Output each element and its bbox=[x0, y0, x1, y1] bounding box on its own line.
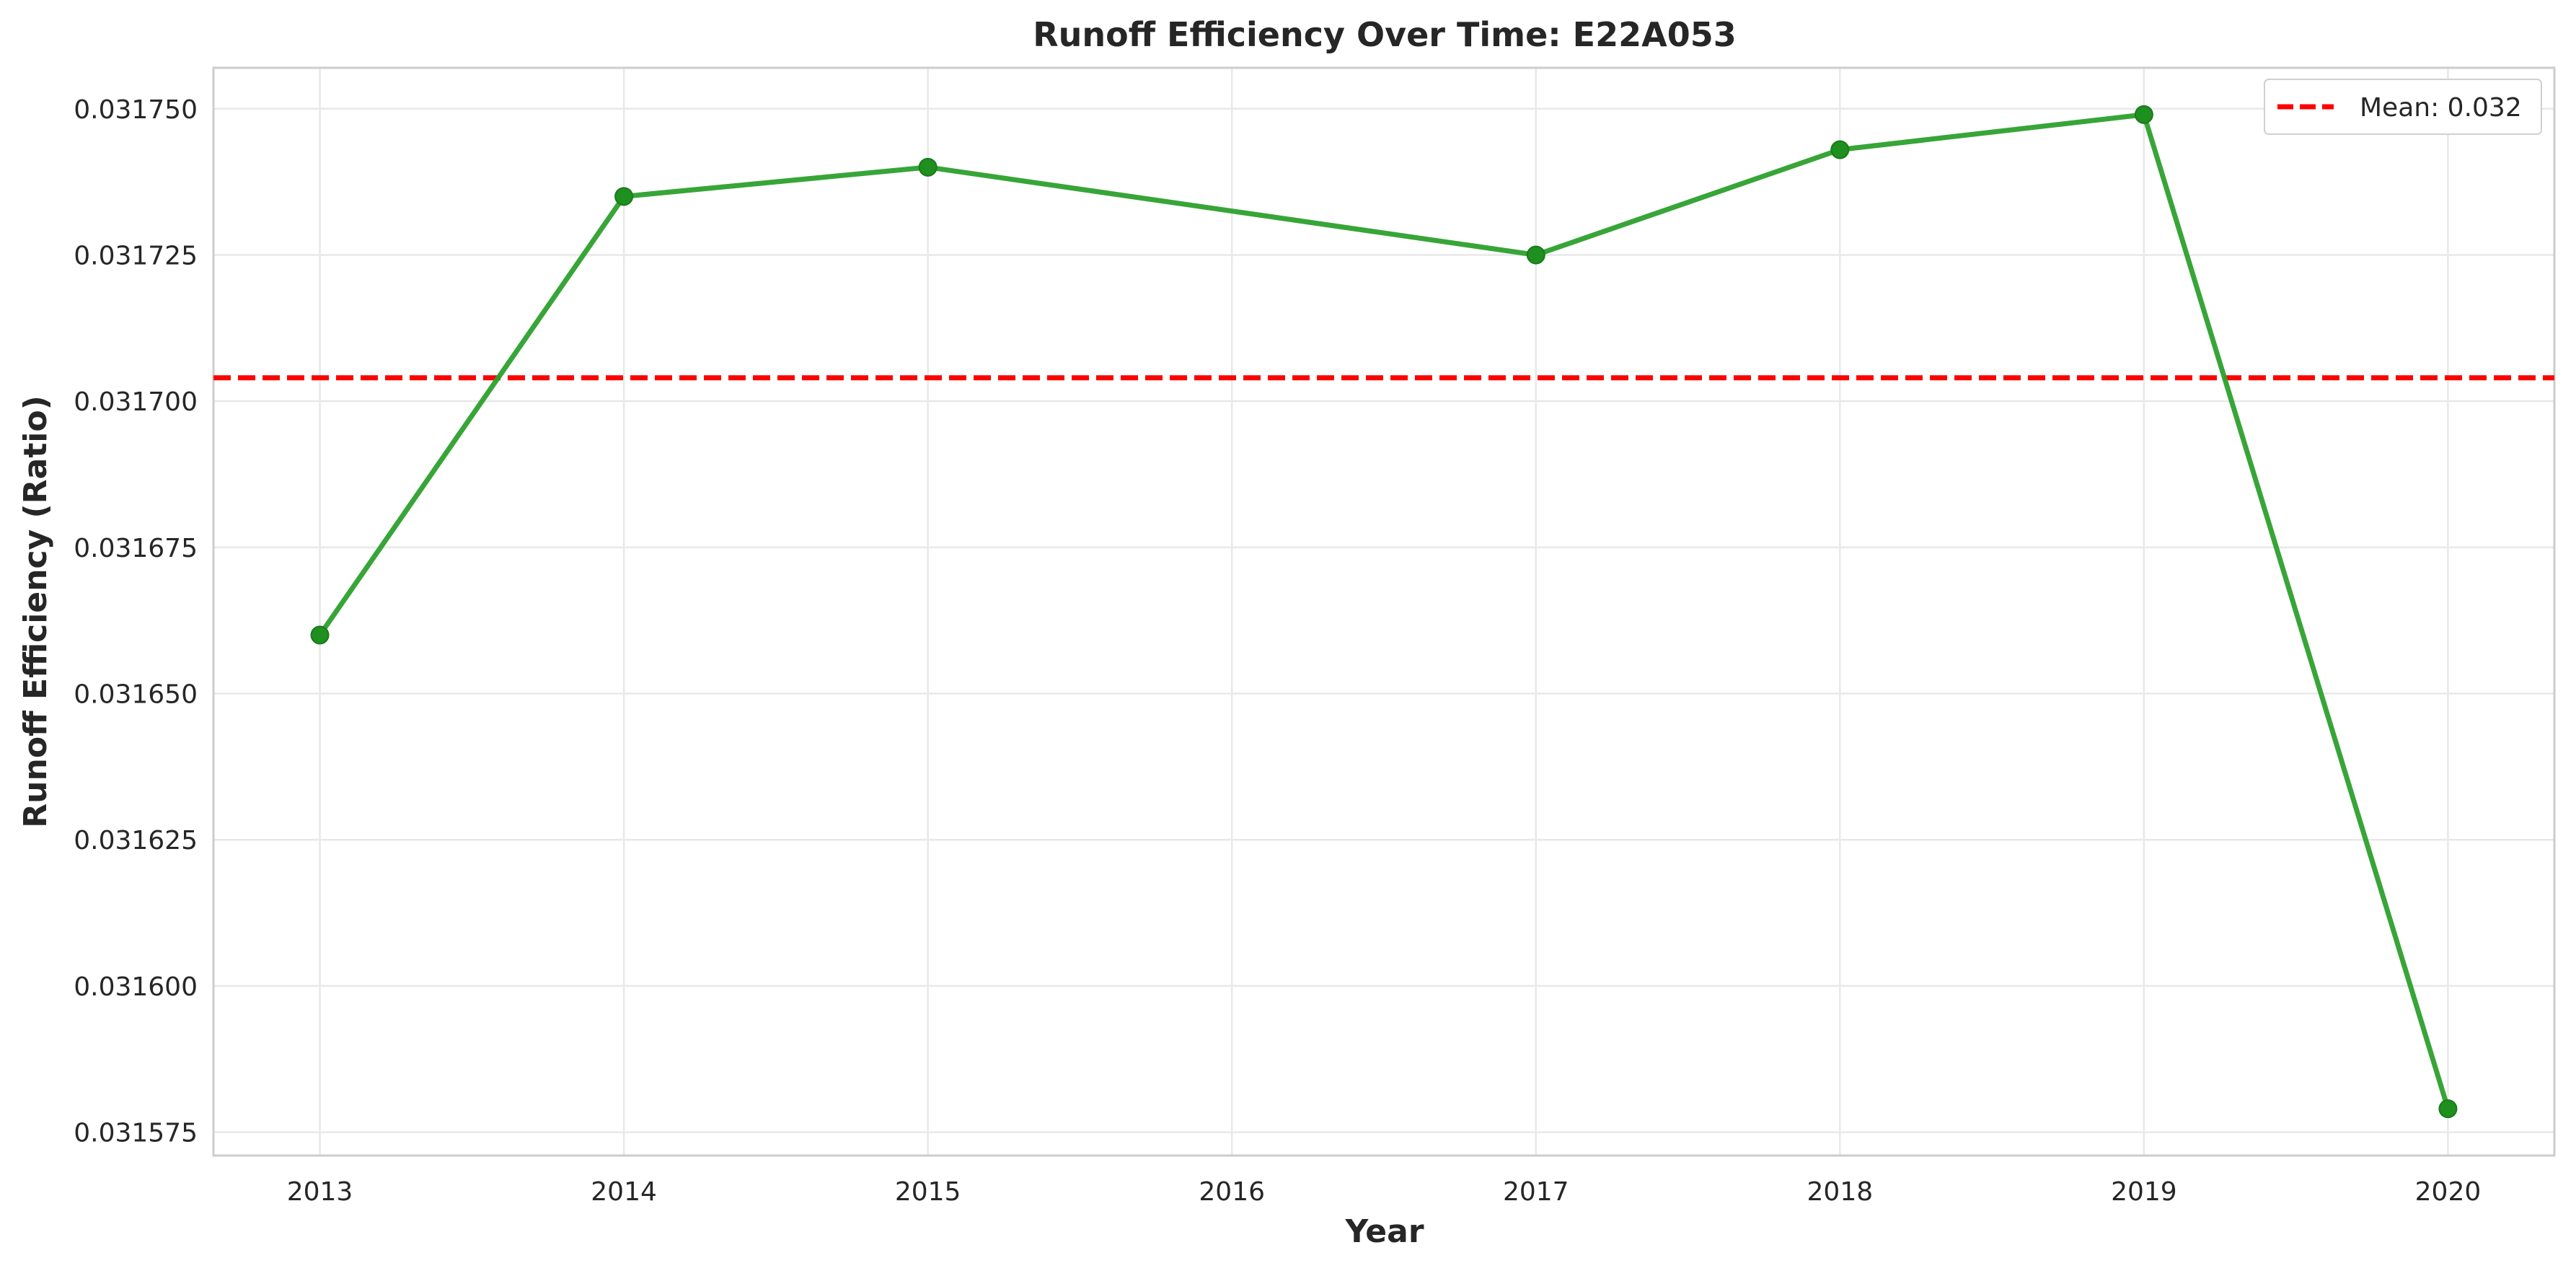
data-point bbox=[614, 187, 634, 206]
y-tick-label: 0.031675 bbox=[74, 534, 198, 563]
y-tick-label: 0.031575 bbox=[74, 1119, 198, 1148]
grid bbox=[213, 68, 2554, 1156]
y-tick-label: 0.031700 bbox=[74, 387, 198, 417]
x-tick-label: 2019 bbox=[2111, 1177, 2177, 1207]
x-tick-label: 2020 bbox=[2415, 1177, 2482, 1207]
y-tick-label: 0.031650 bbox=[74, 680, 198, 710]
x-axis-ticks: 2013 2014 2015 2016 2017 2018 2019 2020 bbox=[287, 1177, 2482, 1207]
y-tick-label: 0.031750 bbox=[74, 95, 198, 125]
y-tick-label: 0.031625 bbox=[74, 826, 198, 855]
y-axis-title: Runoff Efficiency (Ratio) bbox=[17, 395, 54, 827]
x-tick-label: 2018 bbox=[1807, 1177, 1874, 1207]
x-tick-label: 2015 bbox=[895, 1177, 961, 1207]
legend: Mean: 0.032 bbox=[2264, 79, 2542, 135]
data-point bbox=[1830, 140, 1850, 159]
legend-label-mean: Mean: 0.032 bbox=[2360, 93, 2522, 123]
x-tick-label: 2016 bbox=[1199, 1177, 1265, 1207]
legend-box bbox=[2264, 79, 2542, 135]
y-axis-ticks: 0.031575 0.031600 0.031625 0.031650 0.031675… bbox=[74, 95, 198, 1148]
data-point bbox=[918, 157, 938, 177]
plot-frame bbox=[212, 66, 2556, 1157]
series-group bbox=[310, 105, 2458, 1119]
data-point bbox=[2134, 105, 2153, 124]
chart-title: Runoff Efficiency Over Time: E22A053 bbox=[1033, 15, 1737, 54]
x-axis-title: Year bbox=[1344, 1213, 1424, 1250]
data-point bbox=[1526, 245, 1545, 265]
x-tick-label: 2013 bbox=[287, 1177, 353, 1207]
x-tick-label: 2017 bbox=[1503, 1177, 1569, 1207]
data-point bbox=[2438, 1099, 2458, 1119]
y-tick-label: 0.031600 bbox=[74, 972, 198, 1002]
y-tick-label: 0.031725 bbox=[74, 241, 198, 270]
data-point bbox=[310, 625, 330, 645]
x-tick-label: 2014 bbox=[591, 1177, 657, 1207]
